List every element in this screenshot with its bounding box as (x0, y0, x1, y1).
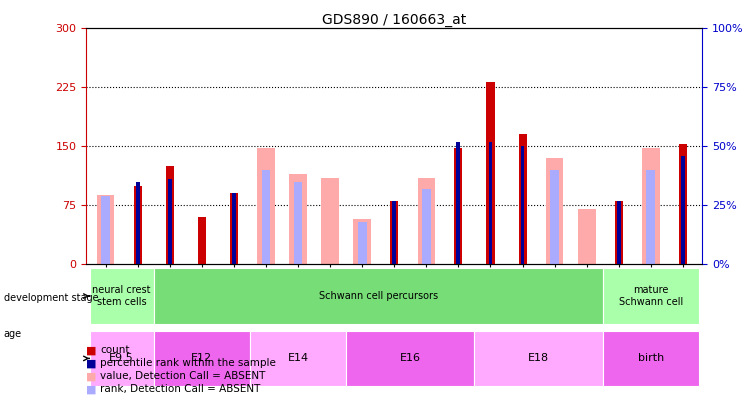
Bar (230, 194, 238, 264)
Text: ■: ■ (86, 358, 97, 368)
Bar (154, 330, 250, 386)
Bar (546, 158, 563, 264)
Bar (681, 156, 685, 264)
Bar (615, 201, 623, 264)
Bar (89, 268, 154, 324)
Bar (489, 142, 493, 264)
Text: count: count (100, 345, 129, 355)
Bar (603, 330, 699, 386)
Bar (418, 178, 435, 264)
Bar (97, 195, 114, 264)
Bar (167, 179, 172, 264)
Text: mature
Schwann cell: mature Schwann cell (619, 285, 683, 307)
Bar (294, 182, 303, 264)
Bar (647, 170, 656, 264)
Bar (250, 330, 346, 386)
Text: E16: E16 (400, 354, 421, 363)
Text: age: age (4, 329, 22, 339)
Bar (391, 201, 398, 264)
Text: E9.5: E9.5 (110, 354, 134, 363)
Text: value, Detection Call = ABSENT: value, Detection Call = ABSENT (100, 371, 265, 381)
Bar (101, 196, 110, 264)
Text: rank, Detection Call = ABSENT: rank, Detection Call = ABSENT (100, 384, 261, 394)
Bar (198, 217, 206, 264)
Bar (257, 148, 275, 264)
Bar (457, 142, 460, 264)
Bar (422, 189, 431, 264)
Bar (679, 144, 687, 264)
Text: ■: ■ (86, 371, 97, 381)
Text: ■: ■ (86, 384, 97, 394)
Bar (487, 82, 494, 264)
Bar (136, 182, 140, 264)
Bar (475, 330, 603, 386)
Bar (289, 174, 307, 264)
Bar (454, 148, 463, 264)
Bar (520, 146, 524, 264)
Bar (232, 194, 236, 264)
Text: Schwann cell percursors: Schwann cell percursors (318, 291, 438, 301)
Bar (346, 330, 475, 386)
Bar (642, 148, 659, 264)
Text: neural crest
stem cells: neural crest stem cells (92, 285, 151, 307)
Bar (134, 185, 142, 264)
Bar (357, 222, 366, 264)
Bar (321, 178, 339, 264)
Text: percentile rank within the sample: percentile rank within the sample (100, 358, 276, 368)
Bar (261, 170, 270, 264)
Title: GDS890 / 160663_at: GDS890 / 160663_at (322, 13, 466, 27)
Bar (578, 209, 596, 264)
Bar (354, 220, 371, 264)
Bar (154, 268, 603, 324)
Text: E14: E14 (288, 354, 309, 363)
Text: ■: ■ (86, 345, 97, 355)
Bar (166, 166, 173, 264)
Bar (617, 200, 621, 264)
Bar (603, 268, 699, 324)
Text: E12: E12 (192, 354, 213, 363)
Text: development stage: development stage (4, 293, 98, 303)
Bar (89, 330, 154, 386)
Text: E18: E18 (528, 354, 549, 363)
Text: birth: birth (638, 354, 664, 363)
Bar (550, 170, 559, 264)
Bar (392, 200, 397, 264)
Bar (518, 134, 526, 264)
